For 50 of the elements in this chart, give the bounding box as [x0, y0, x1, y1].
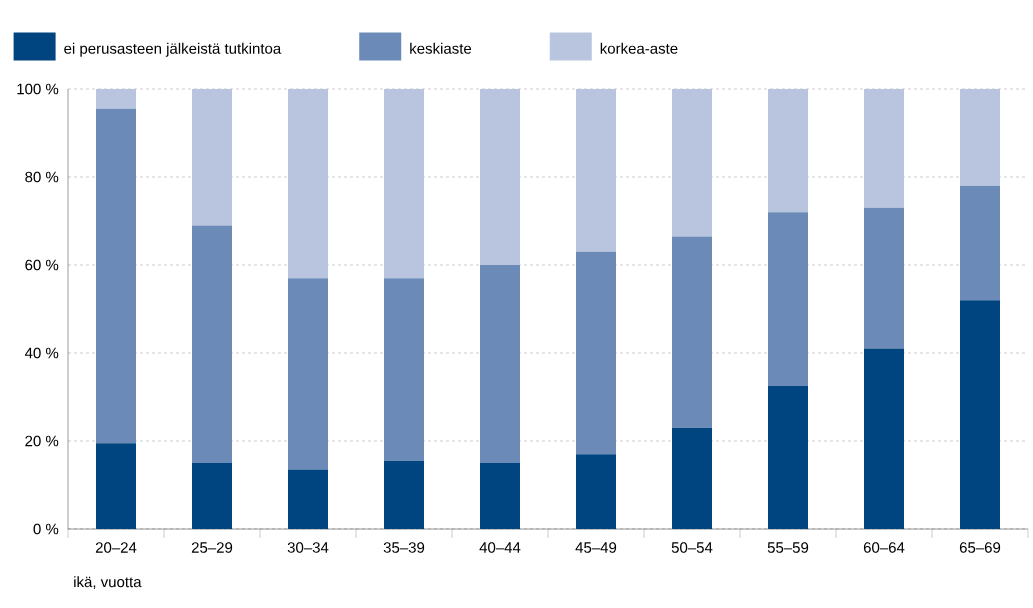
x-tick-label: 45–49 — [575, 542, 617, 553]
x-tick-label: 55–59 — [767, 542, 809, 553]
bar — [192, 89, 232, 226]
y-tick-label: 40 % — [24, 347, 59, 359]
bar — [96, 89, 136, 109]
bar — [672, 236, 712, 428]
x-axis-title: ikä, vuotta — [74, 576, 142, 589]
bar — [288, 278, 328, 470]
x-tick-label: 60–64 — [863, 542, 905, 553]
y-tick-label: 20 % — [25, 435, 59, 447]
bar — [96, 443, 136, 529]
bar — [768, 386, 808, 529]
legend-label: korkea-aste — [600, 42, 678, 54]
x-tick-label: 20–24 — [95, 542, 137, 553]
bar — [288, 89, 328, 279]
bar — [384, 89, 424, 279]
bar — [96, 108, 136, 444]
bar — [480, 463, 520, 529]
legend-label: keskiaste — [410, 42, 472, 54]
bar — [768, 212, 808, 386]
bar — [288, 469, 328, 529]
bar — [576, 89, 616, 252]
bar — [576, 251, 616, 455]
bar — [384, 460, 424, 529]
y-tick-label: 80 % — [25, 171, 59, 183]
x-tick-label: 30–34 — [287, 542, 329, 553]
x-tick-label: 65–69 — [959, 542, 1001, 553]
bar — [672, 89, 712, 237]
x-tick-label: 25–29 — [191, 542, 233, 553]
x-tick-label: 35–39 — [383, 542, 425, 553]
bar — [576, 454, 616, 529]
bar — [960, 300, 1000, 529]
bar — [192, 463, 232, 529]
bar — [960, 185, 1000, 301]
x-tick-label: 50–54 — [671, 542, 713, 553]
bar — [864, 207, 904, 349]
x-tick-label: 40–44 — [479, 542, 521, 553]
y-tick-label: 60 % — [25, 259, 59, 271]
bar — [480, 89, 520, 265]
bar — [864, 89, 904, 208]
bar — [768, 89, 808, 213]
y-tick-label: 100 % — [17, 83, 59, 95]
bar — [192, 225, 232, 463]
bar — [960, 89, 1000, 186]
bar — [672, 427, 712, 529]
bar — [480, 265, 520, 463]
bar — [384, 278, 424, 461]
legend-label: ei perusasteen jälkeistä tutkintoa — [64, 42, 282, 57]
y-tick-label: 0 % — [33, 523, 59, 535]
bar — [864, 348, 904, 529]
